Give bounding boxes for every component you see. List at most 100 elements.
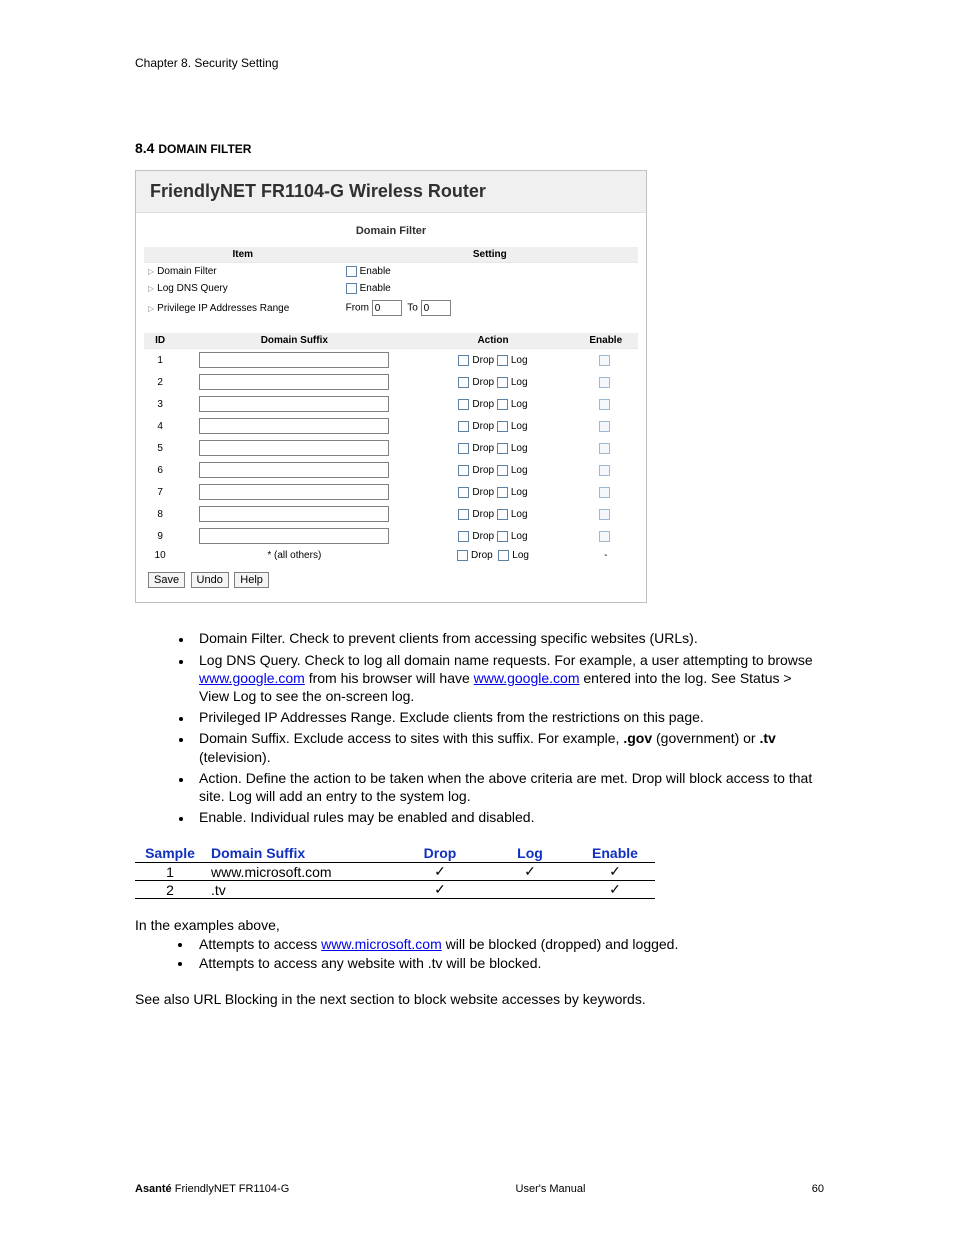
row-id: 3 [144, 393, 176, 415]
drop-checkbox[interactable] [458, 355, 469, 366]
header-enable: Enable [575, 844, 655, 863]
header-setting: Setting [342, 247, 638, 263]
log-checkbox[interactable] [498, 550, 509, 561]
desc-item: Privileged IP Addresses Range. Exclude c… [193, 708, 824, 726]
from-input[interactable] [372, 300, 402, 316]
router-title: FriendlyNET FR1104-G Wireless Router [150, 181, 486, 201]
sample-suffix: .tv [205, 881, 395, 899]
log-checkbox[interactable] [497, 487, 508, 498]
footer-page: 60 [812, 1183, 824, 1195]
drop-checkbox[interactable] [458, 531, 469, 542]
enable-dash: - [574, 547, 638, 564]
save-button[interactable]: Save [148, 572, 185, 588]
row-id: 1 [144, 349, 176, 372]
log-checkbox[interactable] [497, 399, 508, 410]
sample-suffix: www.microsoft.com [205, 863, 395, 881]
row-id: 5 [144, 437, 176, 459]
domain-suffix-input[interactable] [199, 396, 389, 412]
domain-suffix-input[interactable] [199, 374, 389, 390]
triangle-icon: ▷ [148, 284, 154, 293]
desc-item: Log DNS Query. Check to log all domain n… [193, 651, 824, 706]
chapter-header: Chapter 8. Security Setting [135, 56, 824, 70]
all-others-label: * (all others) [176, 547, 412, 564]
desc-item: Enable. Individual rules may be enabled … [193, 808, 824, 826]
drop-checkbox[interactable] [458, 421, 469, 432]
enable-checkbox[interactable] [599, 377, 610, 388]
google-link[interactable]: www.google.com [474, 670, 580, 686]
row-id: 9 [144, 525, 176, 547]
drop-checkbox[interactable] [458, 443, 469, 454]
to-input[interactable] [421, 300, 451, 316]
log-checkbox[interactable] [497, 421, 508, 432]
domain-suffix-input[interactable] [199, 506, 389, 522]
log-checkbox[interactable] [497, 531, 508, 542]
sample-log [485, 881, 575, 899]
row-id: 7 [144, 481, 176, 503]
domain-suffix-input[interactable] [199, 352, 389, 368]
enable-checkbox[interactable] [599, 509, 610, 520]
footer-product: FriendlyNET FR1104-G [172, 1183, 290, 1195]
footer-brand: Asanté [135, 1183, 172, 1195]
header-suffix: Domain Suffix [176, 333, 412, 349]
sample-drop: ✓ [395, 881, 485, 899]
drop-checkbox[interactable] [458, 377, 469, 388]
desc-item: Domain Suffix. Exclude access to sites w… [193, 729, 824, 765]
row-log-dns: ▷Log DNS Query [144, 280, 342, 297]
domain-suffix-input[interactable] [199, 484, 389, 500]
enable-checkbox[interactable] [599, 399, 610, 410]
row-id: 2 [144, 371, 176, 393]
header-sample: Sample [135, 844, 205, 863]
example-item: Attempts to access any website with .tv … [193, 954, 824, 973]
sample-n: 1 [135, 863, 205, 881]
enable-checkbox[interactable] [599, 443, 610, 454]
microsoft-link[interactable]: www.microsoft.com [321, 936, 442, 952]
enable-checkbox[interactable] [599, 487, 610, 498]
log-checkbox[interactable] [497, 443, 508, 454]
header-id: ID [144, 333, 176, 349]
log-checkbox[interactable] [497, 377, 508, 388]
enable-checkbox[interactable] [599, 421, 610, 432]
enable-checkbox[interactable] [599, 465, 610, 476]
domain-filter-enable-checkbox[interactable] [346, 266, 357, 277]
header-enable: Enable [574, 333, 638, 349]
header-item: Item [144, 247, 342, 263]
footer-center: User's Manual [516, 1183, 586, 1195]
header-drop: Drop [395, 844, 485, 863]
desc-item: Action. Define the action to be taken wh… [193, 769, 824, 805]
router-title-bar: FriendlyNET FR1104-G Wireless Router [136, 171, 646, 213]
row-id: 8 [144, 503, 176, 525]
sample-drop: ✓ [395, 863, 485, 881]
drop-checkbox[interactable] [458, 509, 469, 520]
drop-checkbox[interactable] [458, 487, 469, 498]
footer: Asanté FriendlyNET FR1104-G User's Manua… [135, 1183, 824, 1195]
drop-checkbox[interactable] [458, 465, 469, 476]
row-id: 10 [144, 547, 176, 564]
header-log: Log [485, 844, 575, 863]
drop-checkbox[interactable] [457, 550, 468, 561]
sample-n: 2 [135, 881, 205, 899]
drop-checkbox[interactable] [458, 399, 469, 410]
log-dns-enable-checkbox[interactable] [346, 283, 357, 294]
sample-table: Sample Domain Suffix Drop Log Enable 1ww… [135, 844, 655, 899]
triangle-icon: ▷ [148, 267, 154, 276]
domain-suffix-input[interactable] [199, 440, 389, 456]
log-checkbox[interactable] [497, 355, 508, 366]
domain-suffix-input[interactable] [199, 418, 389, 434]
help-button[interactable]: Help [234, 572, 269, 588]
undo-button[interactable]: Undo [191, 572, 229, 588]
row-priv-ip: ▷Privilege IP Addresses Range [144, 297, 342, 319]
domain-suffix-input[interactable] [199, 528, 389, 544]
sample-log: ✓ [485, 863, 575, 881]
log-checkbox[interactable] [497, 465, 508, 476]
section-name: Domain Filter [158, 142, 251, 156]
enable-checkbox[interactable] [599, 355, 610, 366]
triangle-icon: ▷ [148, 304, 154, 313]
router-subtitle: Domain Filter [144, 225, 638, 237]
domain-suffix-input[interactable] [199, 462, 389, 478]
description-list: Domain Filter. Check to prevent clients … [193, 629, 824, 826]
google-link[interactable]: www.google.com [199, 670, 305, 686]
examples-intro: In the examples above, [135, 917, 824, 933]
log-checkbox[interactable] [497, 509, 508, 520]
section-number: 8.4 [135, 140, 158, 156]
enable-checkbox[interactable] [599, 531, 610, 542]
